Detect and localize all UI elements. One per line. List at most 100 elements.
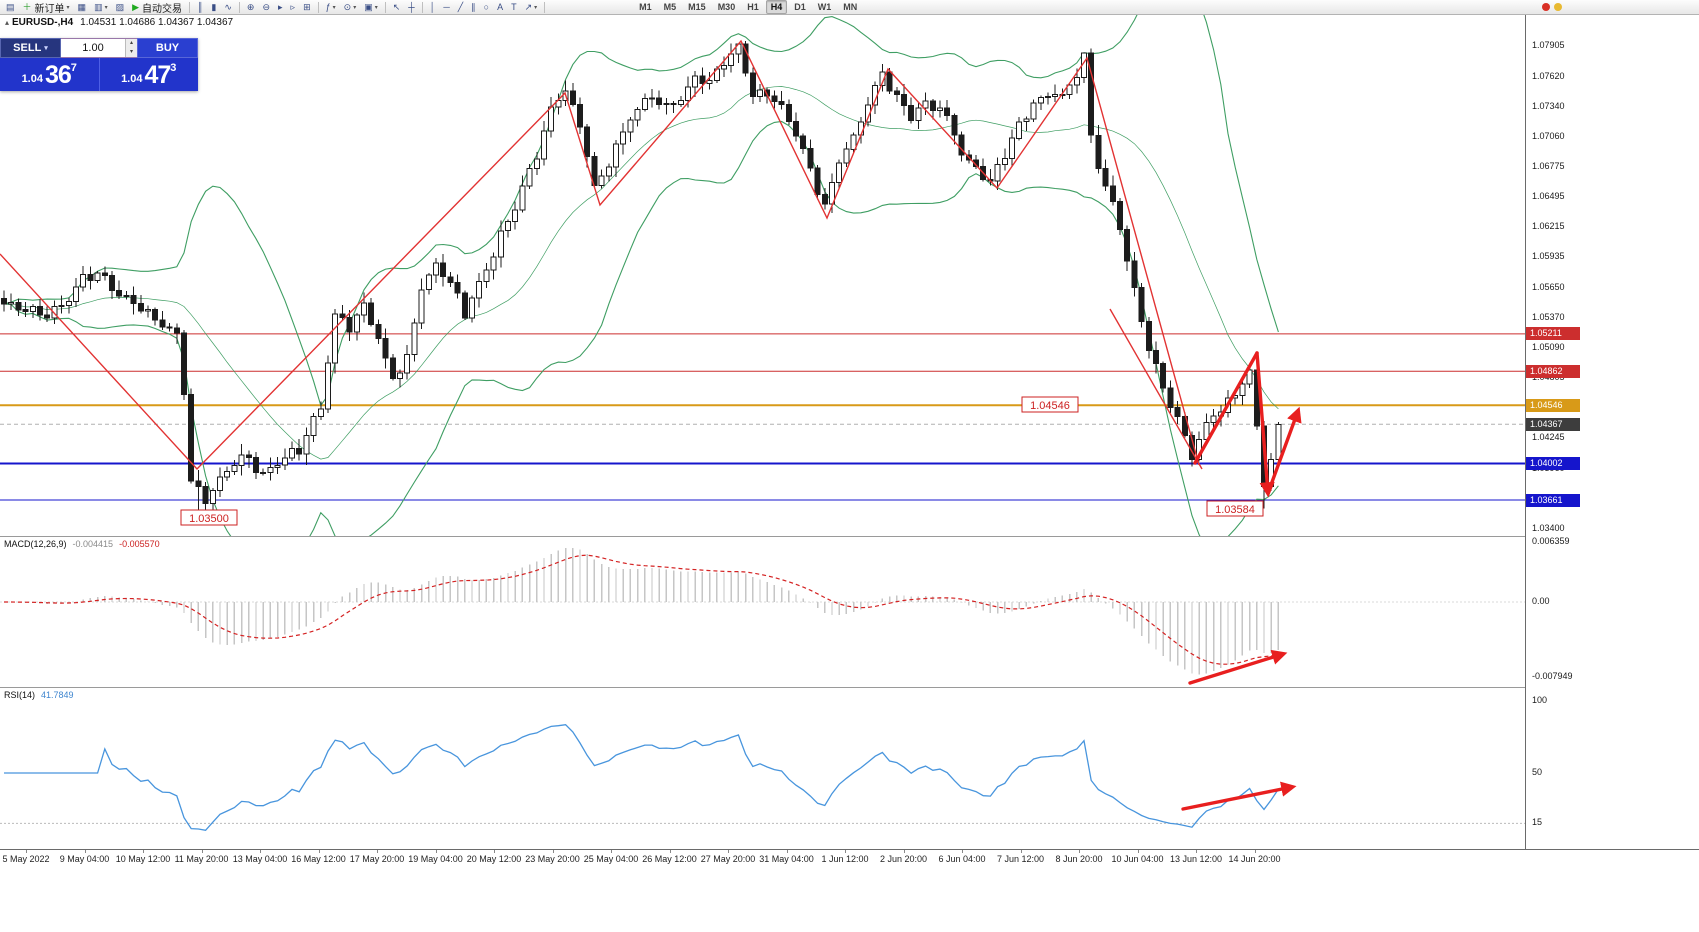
volume-steppers: ▴ ▾ <box>125 39 137 57</box>
toolbar-separator <box>384 1 386 13</box>
rsi-indicator-pane[interactable]: RSI(14) 41.7849 <box>0 687 1525 849</box>
profiles-icon: ▥ <box>94 1 103 12</box>
dropdown-caret-icon: ▾ <box>374 4 378 11</box>
price-level-tag[interactable]: 1.04002 <box>1526 456 1580 470</box>
forecast-arrows[interactable] <box>1193 351 1302 498</box>
candlestick-chart-button[interactable]: ▮ <box>208 1 219 14</box>
grid-button[interactable]: ⊞ <box>300 1 314 14</box>
new-order-button[interactable]: ＋新订单 ▾ <box>20 1 73 15</box>
timeframe-M5[interactable]: M5 <box>663 2 677 12</box>
timeframe-M15[interactable]: M15 <box>688 2 706 12</box>
zigzag-trendlines[interactable] <box>0 39 1203 471</box>
date-label: 5 May 2022 <box>2 854 50 864</box>
price-level-tag[interactable]: 1.05211 <box>1526 327 1580 341</box>
grid-icon: ⊞ <box>303 1 311 12</box>
timeframe-H4[interactable]: H4 <box>765 0 788 14</box>
new-order-button-label: 新订单 <box>34 3 65 15</box>
macd-scale-label: 0.00 <box>1532 596 1550 606</box>
date-label: 13 Jun 12:00 <box>1169 854 1223 864</box>
time-axis[interactable]: 5 May 2022 9 May 04:00 10 May 12:00 11 May … <box>0 849 1699 867</box>
periods-button[interactable]: ⊙ ▾ <box>341 1 360 14</box>
crosshair-icon: ┼ <box>408 1 415 12</box>
buy-price-pips: 47 <box>144 61 171 89</box>
date-label: 7 Jun 12:00 <box>996 854 1045 864</box>
sell-dropdown-caret-icon[interactable]: ▾ <box>44 45 48 52</box>
volume-down-button[interactable]: ▾ <box>126 48 137 57</box>
autotrading-button[interactable]: ▶ 自动交易 <box>129 1 185 15</box>
macd-arrow[interactable] <box>1188 649 1288 685</box>
price-level-tag[interactable]: 1.04367 <box>1526 417 1580 431</box>
label-button[interactable]: T <box>508 1 520 14</box>
price-label-boxes[interactable]: 1.04546 1.03500 1.03584 <box>180 396 1264 526</box>
price-axis-tick: 1.05650 <box>1532 281 1565 292</box>
terminal-button[interactable]: ▤ <box>3 1 18 14</box>
ohlc-values: 1.04531 1.04686 1.04367 1.04367 <box>80 17 234 28</box>
date-label: 25 May 04:00 <box>583 854 639 864</box>
zoom-out-button[interactable]: ⊖ <box>259 1 273 14</box>
macd-indicator-pane[interactable]: MACD(12,26,9) -0.004415 -0.005570 <box>0 536 1525 687</box>
line-chart-button[interactable]: ∿ <box>221 1 235 14</box>
zoom-out-icon: ⊖ <box>262 1 271 12</box>
macd-label: MACD(12,26,9) -0.004415 -0.005570 <box>4 539 160 549</box>
vertical-line-icon: │ <box>429 1 436 12</box>
chart-window-button[interactable]: ▦ <box>75 1 90 14</box>
arrows-button[interactable]: ↗ ▾ <box>522 1 541 14</box>
date-label: 19 May 04:00 <box>408 854 463 864</box>
main-chart-pane[interactable]: 1.04546 1.03500 1.03584 ▴ EURUSD-,H4 1.04531… <box>0 15 1525 536</box>
price-axis-tick: 1.07340 <box>1532 100 1565 111</box>
templates-button[interactable]: ▣ ▾ <box>361 1 381 14</box>
price-level-tag[interactable]: 1.04862 <box>1526 364 1580 378</box>
market-watch-button[interactable]: ▨ <box>113 1 128 14</box>
timeframe-W1[interactable]: W1 <box>817 2 832 12</box>
vertical-line-button[interactable]: │ <box>427 1 439 14</box>
date-label: 6 Jun 04:00 <box>938 854 986 864</box>
shapes-button[interactable]: ○ <box>481 1 492 14</box>
chart-window-icon: ▦ <box>77 1 87 12</box>
price-axis[interactable]: 1.07905 1.07620 1.07340 1.07060 1.06775 1.064… <box>1525 15 1699 849</box>
buy-button[interactable]: BUY <box>137 38 198 58</box>
time-axis-tick <box>318 850 320 853</box>
chart-shift-button[interactable]: ▹ <box>288 1 299 14</box>
date-label: 26 May 12:00 <box>642 854 697 864</box>
macd-main-value: -0.004415 <box>72 539 114 549</box>
dropdown-caret-icon: ▾ <box>353 4 357 11</box>
cursor-button[interactable]: ↖ <box>390 1 404 14</box>
time-axis-tick <box>552 850 554 853</box>
crosshair-button[interactable]: ┼ <box>405 1 417 14</box>
bar-chart-button[interactable]: ║ <box>194 1 206 14</box>
status-red-dot <box>1542 3 1550 11</box>
sell-price-display[interactable]: 1.04 36 7 <box>0 58 99 91</box>
time-axis-tick <box>1020 850 1022 853</box>
volume-input[interactable] <box>61 39 125 57</box>
text-button[interactable]: A <box>494 1 506 14</box>
timeframe-M30[interactable]: M30 <box>717 2 736 12</box>
rsi-arrow[interactable] <box>1181 781 1297 811</box>
price-level-tag[interactable]: 1.03661 <box>1526 493 1580 507</box>
volume-field: ▴▾ <box>61 38 137 58</box>
timeframe-M1[interactable]: M1 <box>639 2 652 12</box>
trendline-button[interactable]: ╱ <box>455 1 466 14</box>
channel-button[interactable]: ∥ <box>468 1 479 14</box>
toolbar-separator <box>189 1 191 13</box>
profiles-button[interactable]: ▥ ▾ <box>91 1 111 14</box>
zoom-in-button[interactable]: ⊕ <box>244 1 258 14</box>
indicators-button[interactable]: ƒ ▾ <box>323 1 339 14</box>
time-axis-tick <box>669 850 671 853</box>
price-divider <box>98 58 100 91</box>
buy-price-point: 3 <box>170 62 177 74</box>
auto-scroll-button[interactable]: ▸ <box>275 1 286 14</box>
volume-up-button[interactable]: ▴ <box>126 39 137 48</box>
timeframe-H1[interactable]: H1 <box>747 2 759 12</box>
timeframe-D1[interactable]: D1 <box>794 2 806 12</box>
horizontal-line-button[interactable]: ─ <box>440 1 452 14</box>
date-label: 9 May 04:00 <box>59 854 110 864</box>
templates-icon: ▣ <box>364 1 373 12</box>
time-axis-tick <box>611 850 612 853</box>
cursor-icon: ↖ <box>392 1 401 12</box>
timeframe-MN[interactable]: MN <box>843 2 858 12</box>
bollinger-upper-line <box>3 15 1279 407</box>
macd-chart <box>0 547 1525 685</box>
sell-button[interactable]: SELL ▾ <box>0 38 61 58</box>
buy-price-display[interactable]: 1.04 47 3 <box>100 58 199 91</box>
price-level-tag[interactable]: 1.04546 <box>1526 398 1580 412</box>
